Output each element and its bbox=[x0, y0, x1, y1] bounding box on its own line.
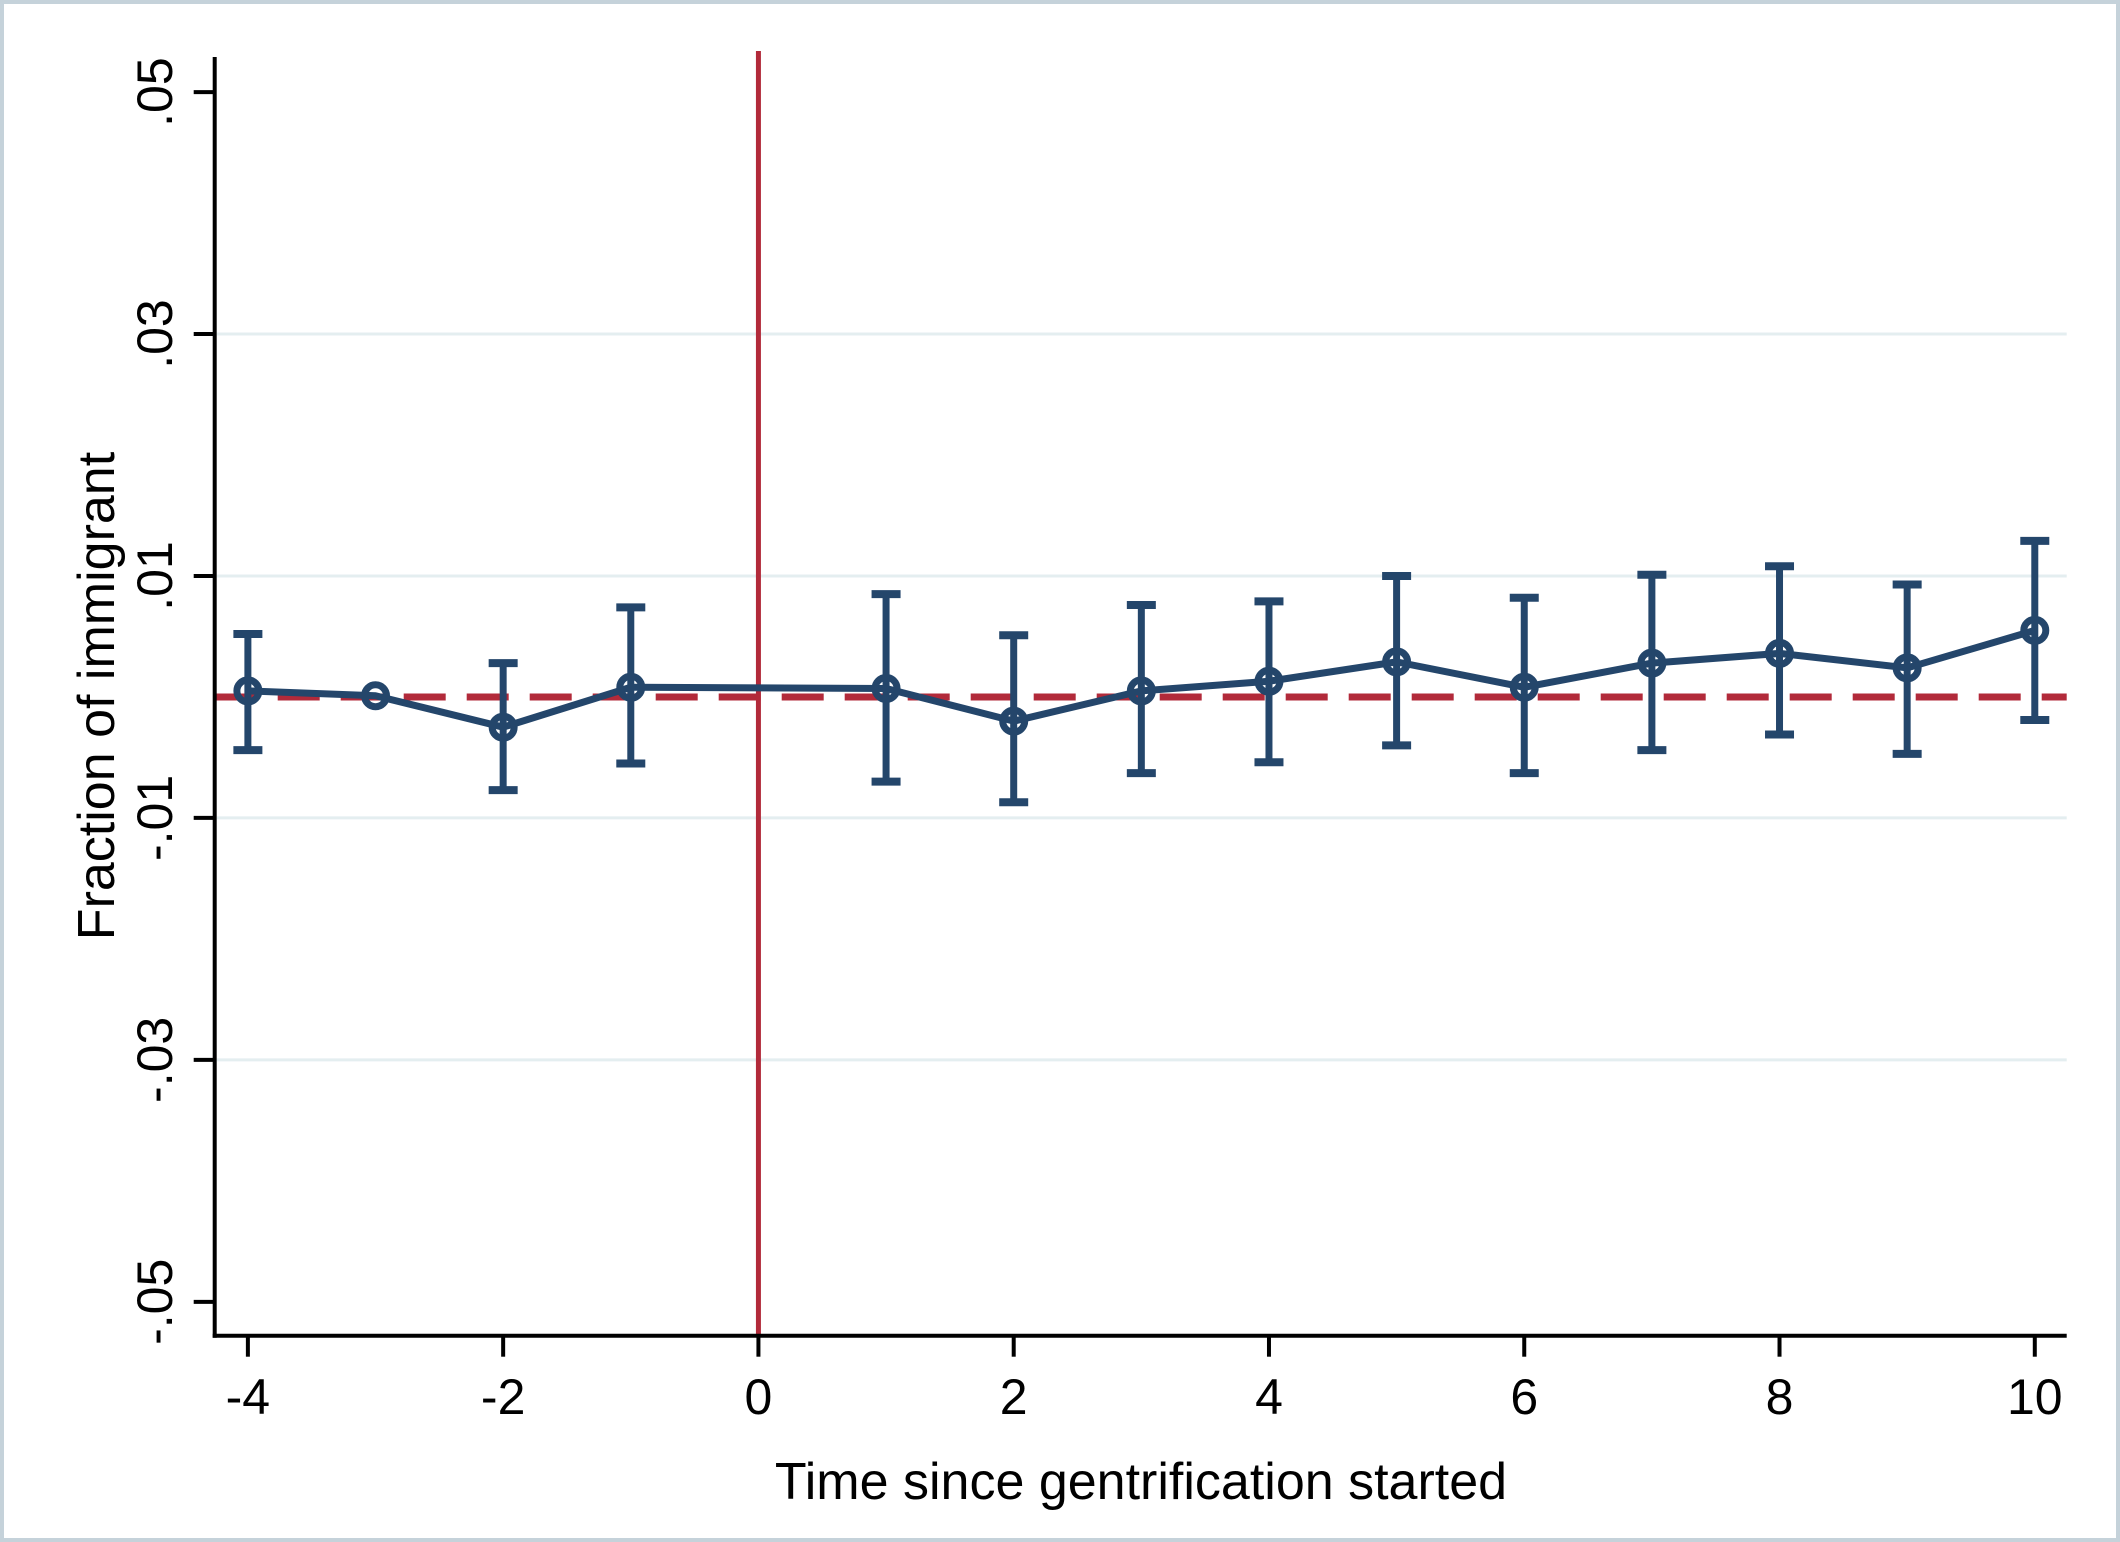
tick-labels: .05 .03 .01 -.01 -.03 -.05 -4 -2 0 2 4 6 8 10 bbox=[127, 57, 2063, 1425]
error-bars bbox=[233, 536, 2050, 807]
data-point-marker bbox=[1126, 676, 1156, 706]
data-point-marker bbox=[616, 672, 646, 702]
data-point-marker bbox=[1382, 647, 1412, 677]
x-tick-label: -4 bbox=[226, 1369, 270, 1425]
x-tick-label: 4 bbox=[1255, 1369, 1283, 1425]
x-tick-label: 6 bbox=[1510, 1369, 1538, 1425]
estimate-connecting-line bbox=[247, 627, 2036, 731]
data-point-marker bbox=[999, 706, 1029, 736]
data-point-markers bbox=[233, 615, 2050, 742]
data-point-marker bbox=[488, 712, 518, 742]
series-line bbox=[247, 627, 2036, 731]
data-point-marker bbox=[1765, 638, 1795, 668]
data-point-marker bbox=[1509, 672, 1539, 702]
data-point-marker bbox=[871, 673, 901, 703]
y-tick-label: -.05 bbox=[127, 1259, 183, 1345]
axes bbox=[193, 57, 2067, 1357]
x-axis-title: Time since gentrification started bbox=[775, 1453, 1507, 1511]
y-tick-label: .05 bbox=[127, 57, 183, 127]
data-point-marker bbox=[1254, 666, 1284, 696]
data-point-marker bbox=[233, 676, 263, 706]
y-tick-label: -.03 bbox=[127, 1017, 183, 1103]
data-point-marker bbox=[1637, 648, 1667, 678]
x-tick-label: -2 bbox=[481, 1369, 525, 1425]
x-tick-label: 8 bbox=[1766, 1369, 1794, 1425]
y-tick-label: .03 bbox=[127, 299, 183, 369]
data-point-marker bbox=[1892, 653, 1922, 683]
x-tick-label: 0 bbox=[745, 1369, 773, 1425]
x-tick-label: 2 bbox=[1000, 1369, 1028, 1425]
gridlines bbox=[216, 332, 2067, 1062]
reference-lines bbox=[214, 51, 2067, 1336]
x-tick-label: 10 bbox=[2007, 1369, 2063, 1425]
y-tick-label: .01 bbox=[127, 541, 183, 611]
y-tick-label: -.01 bbox=[127, 775, 183, 861]
chart-canvas: .05 .03 .01 -.01 -.03 -.05 -4 -2 0 2 4 6 8 10 Time si… bbox=[68, 51, 2067, 1511]
y-axis-title: Fraction of immigrant bbox=[68, 451, 126, 940]
data-point-marker bbox=[361, 681, 391, 711]
data-point-marker bbox=[2020, 615, 2050, 645]
